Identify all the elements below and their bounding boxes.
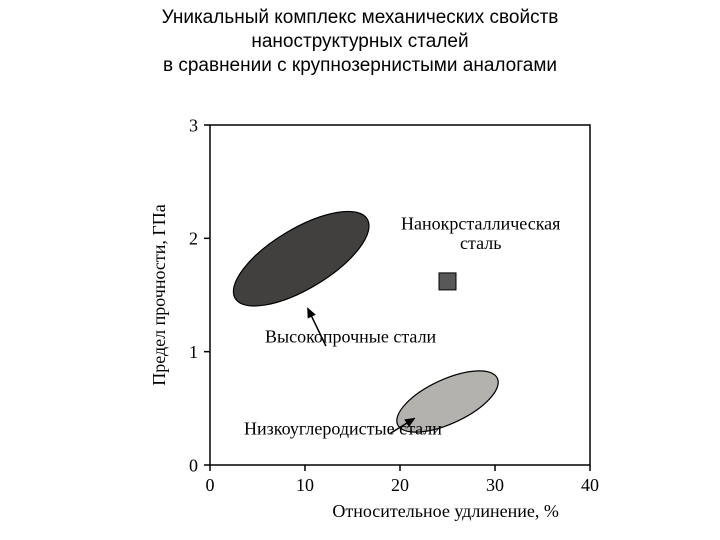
label-low-carbon-steels: Низкоуглеродистые стали — [244, 418, 442, 438]
label-high-strength-steels: Высокопрочные стали — [265, 327, 437, 347]
x-tick-label: 0 — [206, 475, 215, 495]
page-title: Уникальный комплекс механических свойств… — [0, 6, 720, 77]
x-tick-label: 10 — [296, 475, 314, 495]
title-line-3: в сравнении с крупнозернистыми аналогами — [163, 55, 557, 76]
y-axis-title: Предел прочности, ГПа — [149, 204, 169, 386]
x-tick-label: 30 — [486, 475, 504, 495]
x-tick-label: 20 — [391, 475, 409, 495]
y-tick-label: 0 — [189, 455, 198, 475]
chart-svg: 0 10 20 30 40 Относительное удлинение, % 0 1 2 3 П… — [130, 105, 650, 525]
x-axis-title: Относительное удлинение, % — [332, 501, 558, 521]
title-line-2: наноструктурных сталей — [251, 31, 468, 52]
y-tick-label: 3 — [189, 115, 198, 135]
y-tick-label: 1 — [189, 342, 198, 362]
title-line-1: Уникальный комплекс механических свойств — [162, 7, 559, 28]
y-tick-label: 2 — [189, 229, 198, 249]
chart-container: 0 10 20 30 40 Относительное удлинение, % 0 1 2 3 П… — [130, 105, 650, 530]
nanocrystalline-marker — [439, 273, 456, 290]
x-tick-label: 40 — [581, 475, 599, 495]
